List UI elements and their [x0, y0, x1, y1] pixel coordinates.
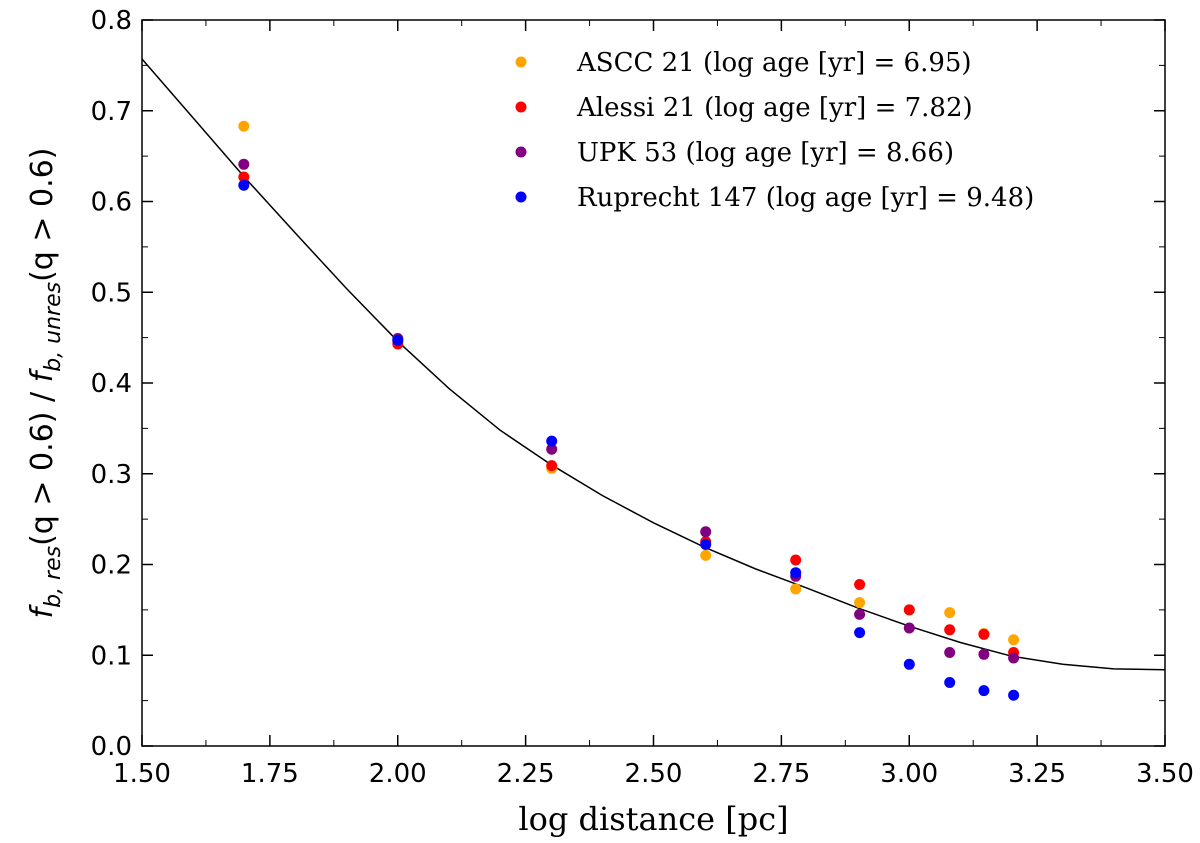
y-tick-label: 0.0: [91, 732, 132, 762]
x-tick-label: 1.50: [113, 759, 171, 789]
x-tick-label: 2.75: [752, 759, 810, 789]
series-4: [238, 179, 1020, 701]
data-point: [1008, 689, 1020, 701]
data-point: [944, 677, 956, 688]
legend-marker: [515, 56, 527, 68]
data-point: [790, 567, 802, 579]
x-tick-label: 3.00: [880, 759, 938, 789]
axis-ticks-layer: 1.50 1.75 2.00 2.25 2.50 2.75 3.00 3.25 3.50 0.0 0…: [91, 6, 1194, 789]
data-point: [546, 443, 558, 455]
data-point: [238, 158, 250, 170]
data-point: [1008, 652, 1020, 664]
fit-curve-layer: [141, 58, 1166, 671]
x-axis-title: log distance [pc]: [518, 800, 788, 838]
data-point: [944, 647, 956, 658]
data-point: [903, 622, 915, 634]
data-point: [790, 583, 802, 595]
data-point: [700, 526, 712, 538]
y-tick-label: 0.5: [91, 278, 132, 308]
data-point: [854, 608, 866, 620]
data-point: [978, 685, 990, 697]
series-3: [238, 158, 1020, 664]
data-point: [854, 579, 866, 590]
data-point: [546, 460, 558, 472]
x-tick-label: 3.50: [1136, 759, 1194, 789]
legend-label: ASCC 21 (log age [yr] = 6.95): [576, 48, 972, 78]
y-tick-label: 0.6: [91, 188, 132, 218]
data-point: [978, 628, 990, 640]
legend-label: Ruprecht 147 (log age [yr] = 9.48): [577, 183, 1034, 213]
data-point: [944, 624, 956, 636]
data-point: [790, 554, 802, 566]
data-point: [903, 604, 915, 616]
y-tick-label: 0.7: [91, 97, 132, 127]
y-tick-label: 0.4: [91, 369, 132, 399]
x-tick-label: 1.75: [241, 759, 299, 789]
y-tick-label: 0.2: [91, 551, 132, 581]
legend-label: UPK 53 (log age [yr] = 8.66): [577, 138, 954, 168]
legend-marker: [515, 101, 527, 113]
data-point: [854, 627, 866, 639]
series-2: [238, 171, 1020, 658]
x-tick-label: 2.00: [369, 759, 427, 789]
data-point: [392, 334, 404, 346]
data-point: [854, 597, 866, 609]
data-point: [546, 435, 558, 447]
y-axis-title: fb, res(q > 0.6) / fb, unres(q > 0.6): [25, 148, 66, 619]
y-tick-label: 0.1: [91, 641, 132, 671]
legend-label: Alessi 21 (log age [yr] = 7.82): [576, 93, 973, 123]
data-point: [944, 607, 956, 619]
data-point: [700, 539, 712, 550]
x-tick-label: 2.25: [497, 759, 555, 789]
legend-marker: [515, 146, 527, 158]
data-point: [978, 648, 990, 660]
x-tick-label: 2.50: [625, 759, 683, 789]
data-points-layer: [238, 120, 1020, 701]
data-point: [903, 658, 915, 670]
y-tick-label: 0.3: [91, 460, 132, 490]
data-point: [700, 549, 712, 561]
data-point: [238, 171, 250, 183]
fit-curve: [141, 58, 1166, 671]
legend-marker: [515, 191, 527, 203]
x-tick-label: 3.25: [1008, 759, 1066, 789]
data-point: [238, 120, 250, 132]
data-point: [1008, 634, 1020, 646]
legend: ASCC 21 (log age [yr] = 6.95) Alessi 21 (…: [515, 48, 1034, 213]
data-point: [238, 179, 250, 191]
y-tick-label: 0.8: [91, 6, 132, 36]
